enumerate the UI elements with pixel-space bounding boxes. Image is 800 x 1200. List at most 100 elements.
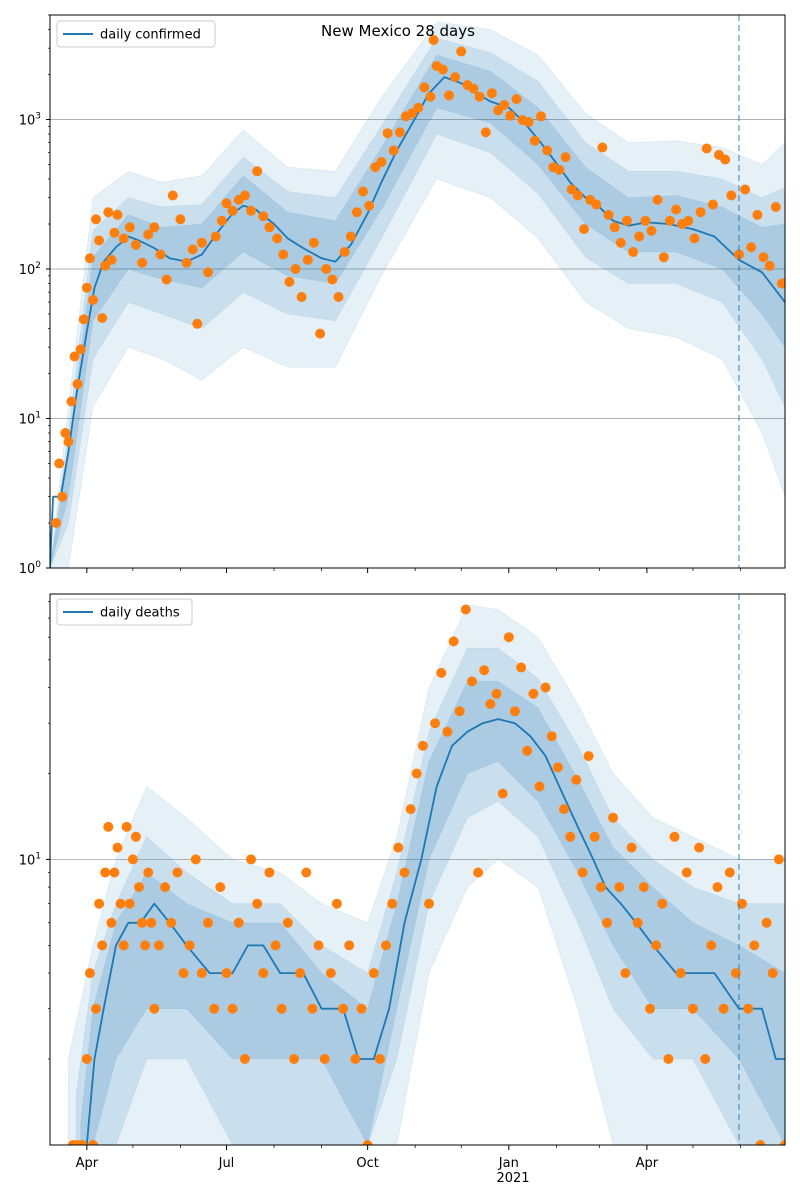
- data-point: [374, 1054, 385, 1064]
- data-point: [221, 198, 232, 209]
- data-point: [591, 199, 602, 210]
- uncertainty-bands: [68, 604, 785, 1145]
- y-tick-base: 10: [19, 412, 36, 427]
- data-point: [394, 127, 405, 138]
- data-point: [264, 222, 275, 233]
- data-point: [425, 91, 436, 102]
- data-point: [166, 917, 177, 928]
- data-point: [529, 135, 540, 146]
- data-point: [540, 682, 551, 693]
- data-point: [103, 207, 114, 218]
- data-point: [448, 636, 459, 647]
- y-tick-label: 103: [19, 111, 41, 128]
- x-tick-label: Apr: [76, 1156, 99, 1171]
- data-point: [94, 898, 105, 909]
- data-point: [755, 1140, 766, 1145]
- data-point: [246, 854, 256, 865]
- data-point: [356, 1003, 367, 1014]
- data-point: [687, 1003, 698, 1014]
- data-point: [270, 940, 281, 951]
- data-point: [215, 882, 226, 893]
- x-tick-year-label: 2021: [496, 1171, 529, 1186]
- data-point: [681, 867, 692, 878]
- uncertainty-band: [80, 681, 785, 1145]
- legend-box: [56, 598, 193, 626]
- data-point: [94, 235, 105, 246]
- data-point: [509, 706, 520, 717]
- data-point: [499, 100, 510, 110]
- x-axis-ticks: [86, 568, 741, 573]
- uncertainty-band: [50, 21, 785, 568]
- data-point: [175, 214, 186, 225]
- data-point: [327, 274, 338, 285]
- data-point: [393, 842, 404, 853]
- data-point: [227, 1003, 238, 1014]
- data-point: [706, 940, 717, 951]
- data-point: [338, 1003, 349, 1014]
- y-axis-ticks: 101: [19, 601, 50, 1060]
- data-point: [66, 396, 77, 407]
- data-point: [140, 940, 151, 951]
- uncertainty-band: [75, 647, 785, 1145]
- data-point: [252, 898, 263, 909]
- data-point: [97, 313, 108, 323]
- data-point: [411, 768, 422, 779]
- data-point: [467, 676, 477, 687]
- data-point: [638, 882, 649, 893]
- data-point: [628, 247, 639, 257]
- data-point: [221, 968, 232, 979]
- y-tick-label: 101: [19, 851, 41, 868]
- data-point: [258, 211, 269, 222]
- data-point: [430, 718, 441, 729]
- data-point: [178, 968, 189, 979]
- data-point: [127, 854, 138, 865]
- data-point: [436, 667, 447, 678]
- data-point: [577, 867, 588, 878]
- data-point: [486, 88, 497, 99]
- data-point: [615, 237, 626, 248]
- data-point: [522, 745, 533, 756]
- data-point: [620, 968, 631, 979]
- data-point: [290, 264, 301, 274]
- data-point: [351, 207, 362, 218]
- data-point: [695, 207, 706, 218]
- data-point: [161, 274, 172, 285]
- data-point: [339, 247, 350, 257]
- data-point: [749, 940, 760, 951]
- data-point: [315, 328, 326, 339]
- y-tick-base: 10: [19, 113, 36, 128]
- data-point: [264, 867, 275, 878]
- data-point: [344, 940, 355, 951]
- data-point: [364, 200, 375, 211]
- data-point: [450, 72, 461, 83]
- data-point: [246, 205, 256, 216]
- data-point: [308, 237, 319, 248]
- data-point: [118, 233, 129, 244]
- data-point: [645, 1003, 655, 1014]
- uncertainty-band: [50, 54, 785, 568]
- data-point: [683, 215, 694, 226]
- data-point: [210, 231, 221, 242]
- data-point: [81, 282, 92, 293]
- data-point: [523, 117, 534, 128]
- data-point: [560, 152, 571, 163]
- data-point: [272, 233, 283, 244]
- data-point: [583, 751, 594, 762]
- data-point: [149, 222, 160, 233]
- y-tick-label: 100: [19, 560, 42, 577]
- data-point: [155, 249, 166, 260]
- data-point: [69, 351, 80, 362]
- data-point: [444, 90, 454, 101]
- y-tick-exponent: 1: [35, 851, 41, 861]
- data-point: [746, 242, 757, 253]
- data-point: [419, 82, 430, 93]
- data-point: [694, 842, 705, 853]
- data-point: [758, 252, 769, 263]
- data-point: [657, 898, 668, 909]
- data-point: [424, 898, 434, 909]
- data-point: [608, 812, 619, 823]
- data-point: [289, 1054, 299, 1064]
- data-point: [88, 1140, 98, 1145]
- data-point: [137, 257, 148, 268]
